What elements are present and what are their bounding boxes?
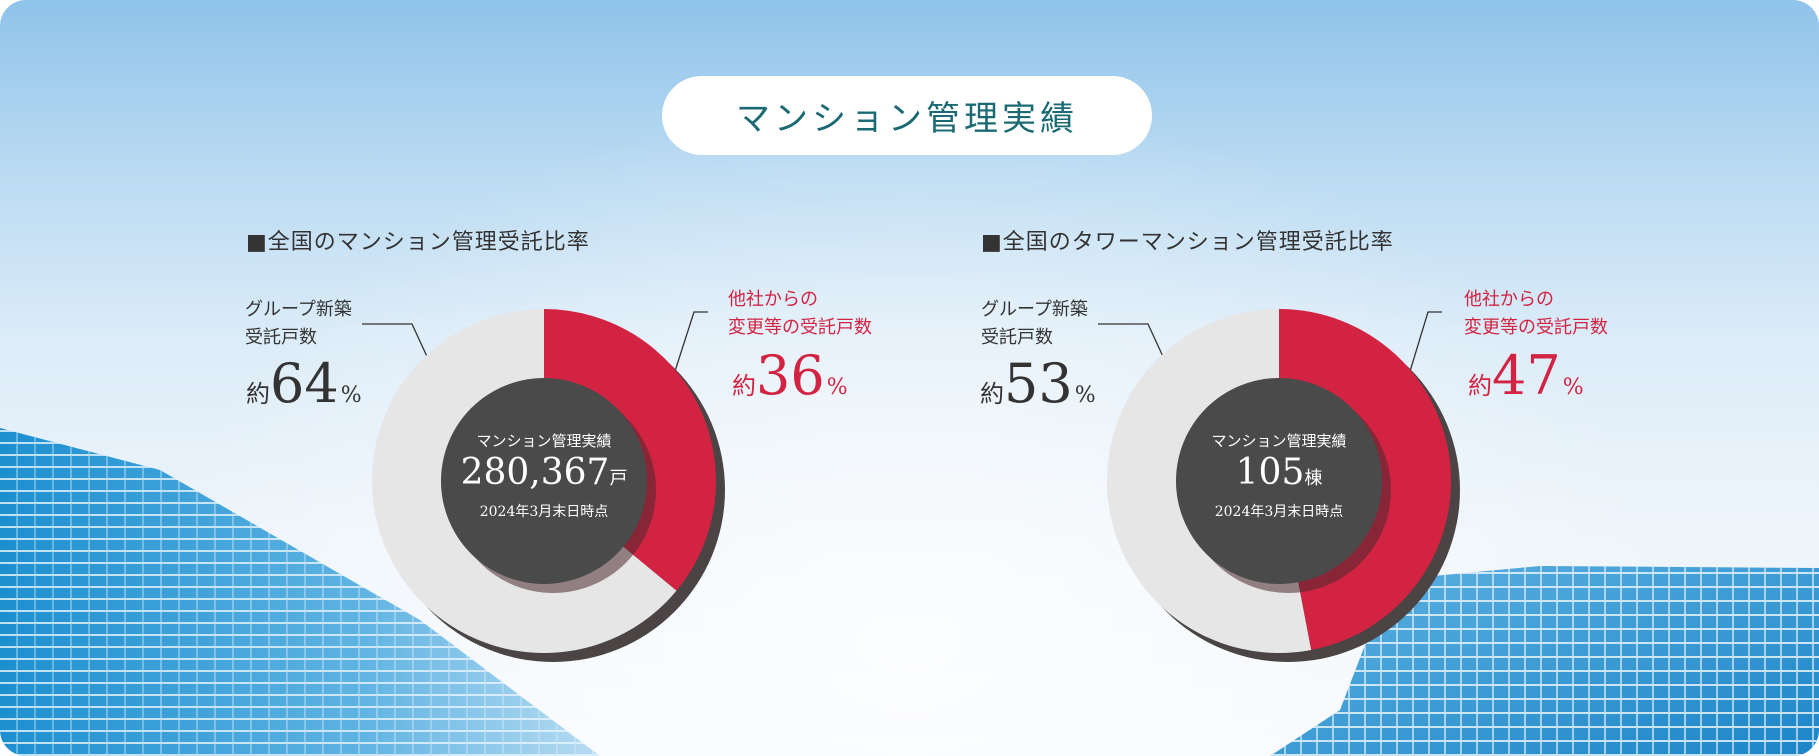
right-center-unit: 棟 [1304,468,1323,489]
left-chart-title: ■全国のマンション管理受託比率 [246,230,590,255]
right-center-total: 105棟 [1169,451,1389,501]
title-pill: マンション管理実績 [662,76,1152,155]
right-red-unit: % [1562,375,1584,400]
left-center-unit: 戸 [609,468,628,489]
left-center-value: 280,367 [460,452,610,493]
right-red-label: 他社からの 変更等の受託戸数 [1464,286,1608,342]
donut-center-circle [441,378,647,584]
right-gray-unit: % [1074,383,1096,408]
right-red-label-line2: 変更等の受託戸数 [1464,317,1608,338]
right-donut-center: マンション管理実績 105棟 2024年3月末日時点 [1169,430,1389,521]
right-chart-title: ■全国のタワーマンション管理受託比率 [981,230,1394,255]
right-red-prefix: 約 [1468,372,1492,400]
right-gray-percent: 約53% [980,352,1096,415]
right-red-value: 47 [1492,344,1561,407]
left-red-label: 他社からの 変更等の受託戸数 [728,286,872,342]
right-gray-value: 53 [1004,352,1073,415]
left-gray-label-line1: グループ新築 [245,299,352,320]
right-center-value: 105 [1235,452,1305,493]
left-center-total: 280,367戸 [434,451,654,501]
right-gray-label-line1: グループ新築 [981,299,1088,320]
right-gray-label: グループ新築 受託戸数 [981,296,1088,352]
left-red-label-line1: 他社からの [728,289,818,310]
right-red-label-line1: 他社からの [1464,289,1554,310]
left-donut-chart [372,309,725,662]
right-red-percent: 約47% [1468,344,1584,407]
left-gray-value: 64 [270,352,339,415]
right-donut-chart [1106,309,1460,662]
right-center-caption: マンション管理実績 [1211,432,1347,450]
left-gray-label-line2: 受託戸数 [245,327,317,348]
left-center-caption: マンション管理実績 [476,432,612,450]
left-gray-label: グループ新築 受託戸数 [245,296,352,352]
left-gray-percent: 約64% [246,352,362,415]
right-center-date: 2024年3月末日時点 [1214,504,1344,520]
page-title: マンション管理実績 [736,99,1078,139]
left-gray-unit: % [340,383,362,408]
left-red-prefix: 約 [732,372,756,400]
left-center-date: 2024年3月末日時点 [479,504,609,520]
right-gray-prefix: 約 [980,380,1004,408]
left-red-label-line2: 変更等の受託戸数 [728,317,872,338]
right-gray-label-line2: 受託戸数 [981,327,1053,348]
left-red-unit: % [826,375,848,400]
left-gray-prefix: 約 [246,380,270,408]
left-red-percent: 約36% [732,344,848,407]
left-red-value: 36 [756,344,825,407]
left-building-image [0,428,600,756]
left-donut-center: マンション管理実績 280,367戸 2024年3月末日時点 [434,430,654,521]
donut-center-circle [1176,378,1382,584]
